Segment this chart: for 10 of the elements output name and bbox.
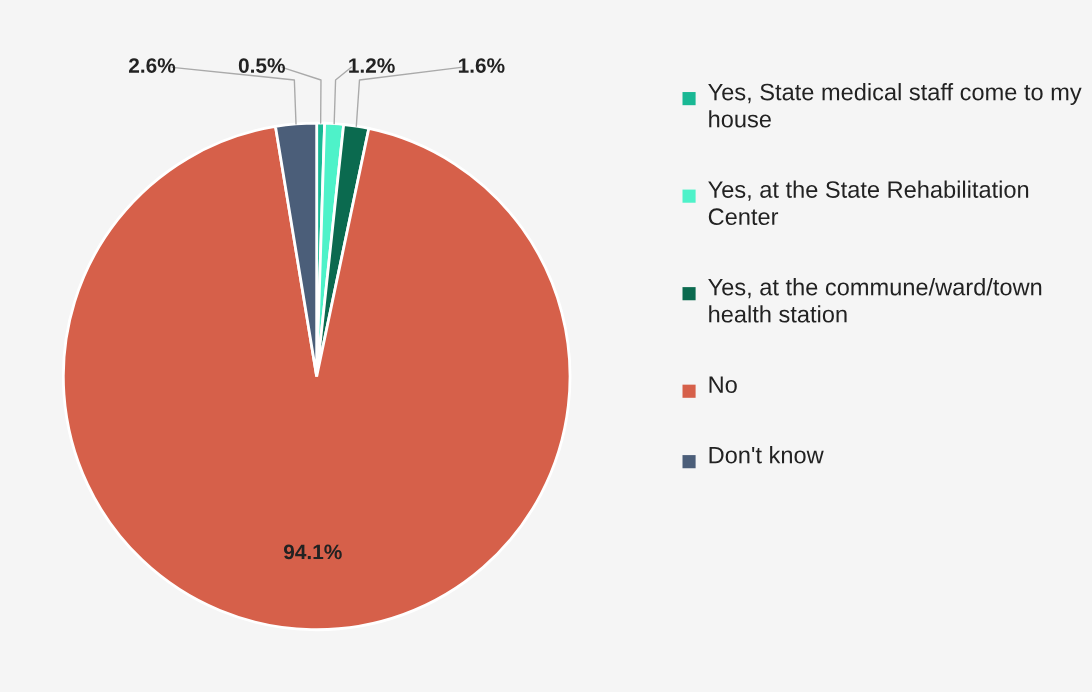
- data-label: 2.6%: [128, 58, 176, 73]
- data-label: 94.1%: [283, 544, 342, 560]
- data-label: 0.5%: [238, 58, 285, 73]
- data-label: 1.2%: [349, 58, 395, 73]
- legend-label: Yes, at the commune/ward/town health station: [708, 278, 1042, 323]
- legend-label: No: [709, 376, 737, 393]
- legend-label: Don't know: [709, 446, 824, 464]
- legend-label: Yes, at the State Rehabilitation Center: [708, 180, 1029, 226]
- data-label: 1.6%: [458, 58, 505, 73]
- legend-label: Yes, State medical staff come to my house: [708, 83, 1082, 128]
